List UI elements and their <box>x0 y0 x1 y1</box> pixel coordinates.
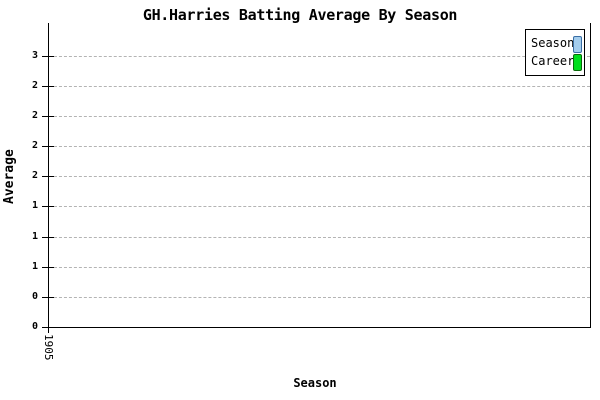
gridline <box>49 206 590 207</box>
y-tick-mark <box>42 56 54 57</box>
plot-right-border <box>590 23 591 328</box>
y-axis-title: Average <box>2 149 17 204</box>
y-tick-mark <box>42 327 54 328</box>
y-tick-label: 3 <box>31 50 38 61</box>
gridline <box>49 267 590 268</box>
y-tick-label: 2 <box>31 110 38 121</box>
gridline <box>49 116 590 117</box>
gridline <box>49 176 590 177</box>
legend-swatch-career <box>573 54 582 71</box>
y-tick-mark <box>42 237 54 238</box>
y-tick-mark <box>42 297 54 298</box>
y-tick-label: 2 <box>31 170 38 181</box>
y-tick-mark <box>42 146 54 147</box>
y-tick-mark <box>42 267 54 268</box>
x-axis-title: Season <box>293 376 337 390</box>
y-tick-mark <box>42 116 54 117</box>
y-tick-label: 2 <box>31 140 38 151</box>
legend-label-season: Season <box>531 36 575 50</box>
x-axis-line <box>48 327 591 328</box>
legend-swatch-season <box>573 36 582 53</box>
gridline <box>49 237 590 238</box>
y-axis-line <box>48 23 49 328</box>
y-tick-mark <box>42 206 54 207</box>
y-tick-label: 0 <box>31 321 38 332</box>
y-tick-label: 2 <box>31 80 38 91</box>
gridline <box>49 56 590 57</box>
y-tick-label: 1 <box>31 200 38 211</box>
y-tick-label: 1 <box>31 261 38 272</box>
y-tick-label: 1 <box>31 231 38 242</box>
chart-title: GH.Harries Batting Average By Season <box>142 6 458 24</box>
gridline <box>49 297 590 298</box>
y-tick-label: 0 <box>31 291 38 302</box>
legend-label-career: Career <box>531 54 575 68</box>
x-tick-mark <box>48 328 49 333</box>
gridline <box>49 146 590 147</box>
x-tick-label: 1905 <box>42 334 55 361</box>
y-tick-mark <box>42 176 54 177</box>
y-tick-mark <box>42 86 54 87</box>
gridline <box>49 86 590 87</box>
legend: Season Career <box>525 29 585 76</box>
